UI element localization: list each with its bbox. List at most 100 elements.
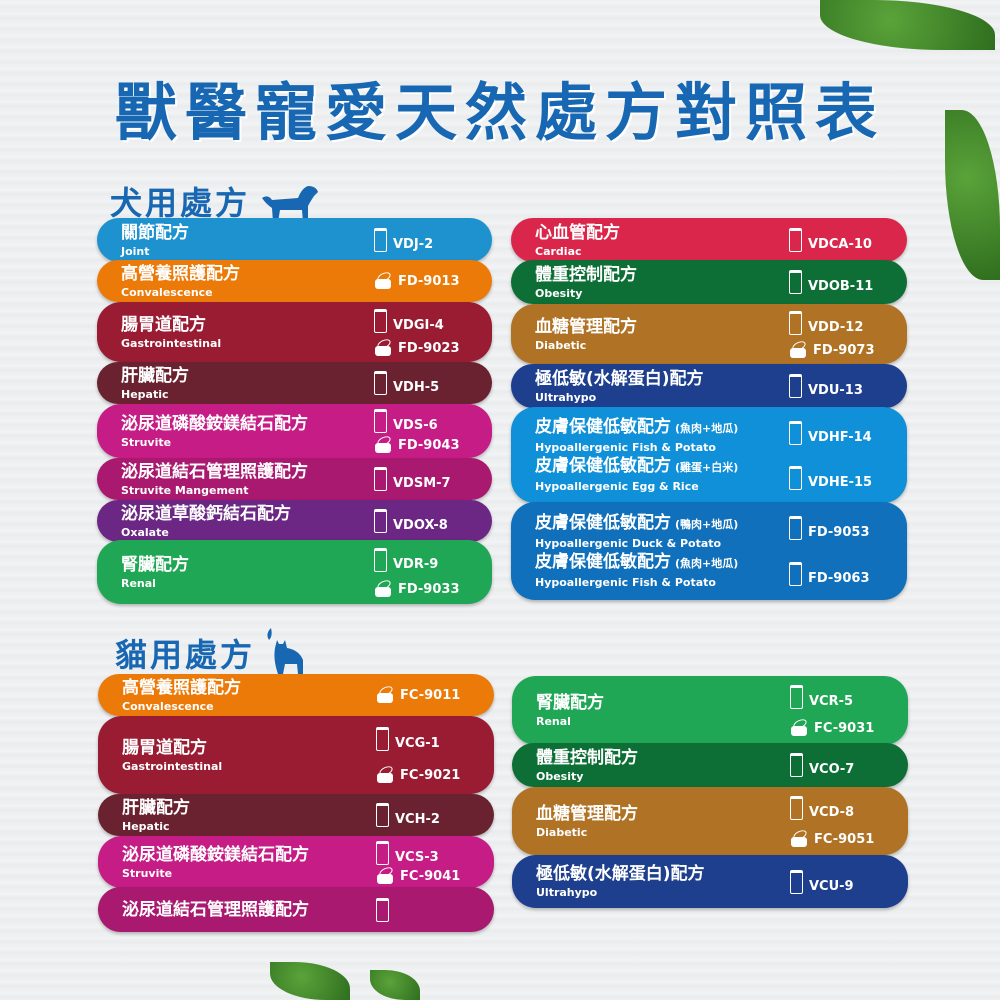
bag-icon (374, 409, 387, 433)
product-code: VCH-2 (395, 812, 440, 827)
product-code: VDHE-15 (808, 474, 873, 490)
product-code: FC-9011 (400, 688, 461, 703)
formula-card: 泌尿道草酸鈣結石配方 Oxalate VDOX-8 (97, 500, 492, 542)
formula-name-zh: 皮膚保健低敏配方 (魚肉+地瓜) (535, 552, 789, 574)
formula-card: 心血管配方 Cardiac VDCA-10 (511, 218, 907, 262)
formula-name-en: Hypoallergenic Duck & Potato (535, 537, 722, 550)
formula-entries: 皮膚保健低敏配方 (鴨肉+地瓜) Hypoallergenic Duck & Pot… (535, 502, 789, 600)
formula-name-zh: 高營養照護配方 (122, 678, 376, 698)
bag-icon (789, 374, 802, 398)
formula-name-zh-text: 泌尿道草酸鈣結石配方 (121, 503, 291, 524)
can-icon (374, 340, 392, 356)
product-code: VDOX-8 (393, 518, 448, 533)
product-item: FC-9021 (376, 767, 480, 783)
formula-entries: 血糖管理配方 Diabetic (536, 787, 790, 855)
can-icon (376, 687, 394, 703)
product-list: FD-9053 FD-9063 (789, 502, 893, 600)
formula-entries: 體重控制配方 Obesity (536, 743, 790, 787)
product-item: VDD-12 (789, 310, 893, 335)
formula-card: 體重控制配方 Obesity VDOB-11 (511, 260, 907, 304)
product-item: VDHF-14 (789, 420, 893, 445)
formula-name-zh: 泌尿道結石管理照護配方 (122, 900, 376, 920)
bag-icon (790, 684, 803, 709)
product-list: VCG-1 FC-9021 (376, 716, 480, 794)
formula-entries: 肝臟配方 Hepatic (122, 794, 376, 836)
formula-name-en: Renal (121, 576, 156, 590)
product-item: VDCA-10 (789, 228, 893, 252)
bag-icon (789, 270, 802, 294)
formula-name-en: Convalescence (122, 699, 214, 713)
product-list: VCR-5 FC-9031 (790, 676, 894, 745)
formula-name-en: Convalescence (121, 285, 213, 299)
bag-icon (789, 516, 802, 540)
formula-name-zh-text: 皮膚保健低敏配方 (535, 552, 671, 572)
product-code: FC-9041 (400, 868, 461, 884)
formula-name-en: Cardiac (535, 244, 582, 258)
formula-name-zh: 泌尿道磷酸銨鎂結石配方 (121, 414, 374, 434)
formula-entries: 泌尿道磷酸銨鎂結石配方 Struvite (122, 836, 376, 888)
bag-icon (374, 547, 387, 572)
formula-name-zh: 腎臟配方 (536, 693, 790, 713)
cat-section-header: 貓用處方 (115, 626, 309, 676)
product-item (376, 897, 480, 922)
formula-entries: 關節配方 Joint (121, 218, 374, 262)
formula-entries: 腸胃道配方 Gastrointestinal (122, 716, 376, 794)
formula-name-en: Obesity (535, 286, 583, 300)
formula-name-zh-text: 血糖管理配方 (535, 316, 637, 337)
formula-name-en: Struvite (122, 866, 173, 880)
product-item: FC-9051 (790, 831, 894, 847)
formula-entries: 皮膚保健低敏配方 (魚肉+地瓜) Hypoallergenic Fish & Pot… (535, 407, 789, 503)
formula-card: 體重控制配方 Obesity VCO-7 (512, 743, 908, 787)
product-code: VCS-3 (395, 849, 439, 865)
formula-card: 肝臟配方 Hepatic VCH-2 (98, 794, 494, 836)
product-code: VDS-6 (393, 418, 438, 433)
formula-name-zh-text: 腎臟配方 (121, 554, 189, 575)
product-item: VDSM-7 (374, 467, 478, 491)
product-code: VDHF-14 (808, 429, 872, 445)
formula-entries: 肝臟配方 Hepatic (121, 362, 374, 404)
product-item: VDHE-15 (789, 465, 893, 490)
product-item: FC-9011 (376, 687, 480, 703)
product-item: VDJ-2 (374, 228, 478, 252)
leaf-decoration (270, 962, 350, 1000)
formula-card: 關節配方 Joint VDJ-2 (97, 218, 492, 262)
product-item: VDGI-4 (374, 308, 478, 333)
formula-name-en: Joint (121, 244, 150, 258)
formula-name-en: Diabetic (536, 825, 588, 839)
bag-icon (789, 310, 802, 335)
formula-name-en: Diabetic (535, 338, 587, 352)
formula-name-zh-text: 泌尿道結石管理照護配方 (121, 461, 308, 482)
product-list: FD-9013 (374, 260, 478, 302)
formula-name-zh: 極低敏(水解蛋白)配方 (536, 864, 790, 884)
formula-card: 皮膚保健低敏配方 (鴨肉+地瓜) Hypoallergenic Duck & Pot… (511, 502, 907, 600)
formula-entries: 腸胃道配方 Gastrointestinal (121, 302, 374, 362)
leaf-decoration (370, 970, 420, 1000)
product-list: VDOB-11 (789, 260, 893, 304)
formula-entries: 腎臟配方 Renal (121, 540, 374, 604)
product-code: VCO-7 (809, 762, 855, 777)
formula-name-zh: 泌尿道磷酸銨鎂結石配方 (122, 845, 376, 865)
product-item: FD-9023 (374, 340, 478, 356)
formula-name-zh: 關節配方 (121, 223, 374, 243)
product-code: VDR-9 (393, 556, 439, 572)
product-code: VDGI-4 (393, 317, 444, 333)
product-list: VDHF-14 VDHE-15 (789, 407, 893, 503)
product-code: FD-9013 (398, 274, 460, 289)
formula-name-zh-text: 腎臟配方 (536, 693, 604, 713)
formula-name-zh: 高營養照護配方 (121, 264, 374, 284)
formula-name-zh-text: 體重控制配方 (535, 264, 637, 285)
product-item: FD-9013 (374, 273, 478, 289)
bag-icon (790, 753, 803, 777)
formula-name-zh-text: 皮膚保健低敏配方 (535, 513, 671, 533)
formula-name-zh: 心血管配方 (535, 223, 789, 243)
cat-section-label: 貓用處方 (115, 636, 256, 674)
bag-icon (374, 228, 387, 252)
formula-card: 高營養照護配方 Convalescence FC-9011 (98, 674, 494, 716)
formula-name-zh-text: 肝臟配方 (121, 365, 189, 386)
product-list: VCO-7 (790, 743, 894, 787)
formula-name-zh: 血糖管理配方 (536, 804, 790, 824)
product-code: VCU-9 (809, 878, 854, 894)
product-code: FC-9031 (814, 721, 875, 737)
formula-name-zh-text: 泌尿道磷酸銨鎂結石配方 (122, 844, 309, 865)
product-list (376, 887, 480, 932)
